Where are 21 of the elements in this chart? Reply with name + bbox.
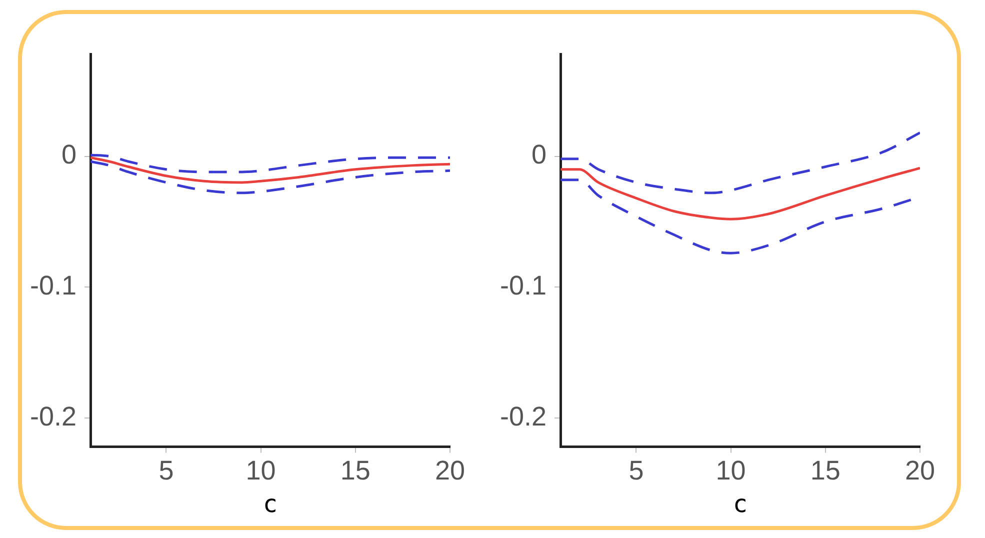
x-tick-label: 15 (810, 455, 840, 486)
x-axis-title: c (263, 490, 278, 518)
x-tick-label: 10 (716, 455, 746, 486)
line-series (90, 154, 450, 174)
y-tick-label: -0.2 (30, 401, 77, 432)
y-tick-label: 0 (531, 140, 547, 170)
line-series (560, 131, 920, 194)
x-tick-label: 5 (628, 455, 644, 486)
y-tick-label: -0.1 (30, 270, 77, 301)
y-tick-label: 0 (61, 140, 77, 170)
line-series (90, 160, 450, 194)
x-tick-label: 20 (904, 455, 936, 486)
y-tick-label: -0.2 (500, 401, 547, 432)
x-tick-label: 20 (434, 455, 466, 486)
x-tick-label: 15 (340, 455, 370, 486)
x-tick-label: 5 (158, 455, 174, 486)
line-series (90, 156, 450, 184)
x-axis-title: c (733, 490, 748, 518)
x-tick-label: 10 (246, 455, 276, 486)
y-tick-label: -0.1 (500, 270, 547, 301)
line-series (560, 166, 920, 220)
